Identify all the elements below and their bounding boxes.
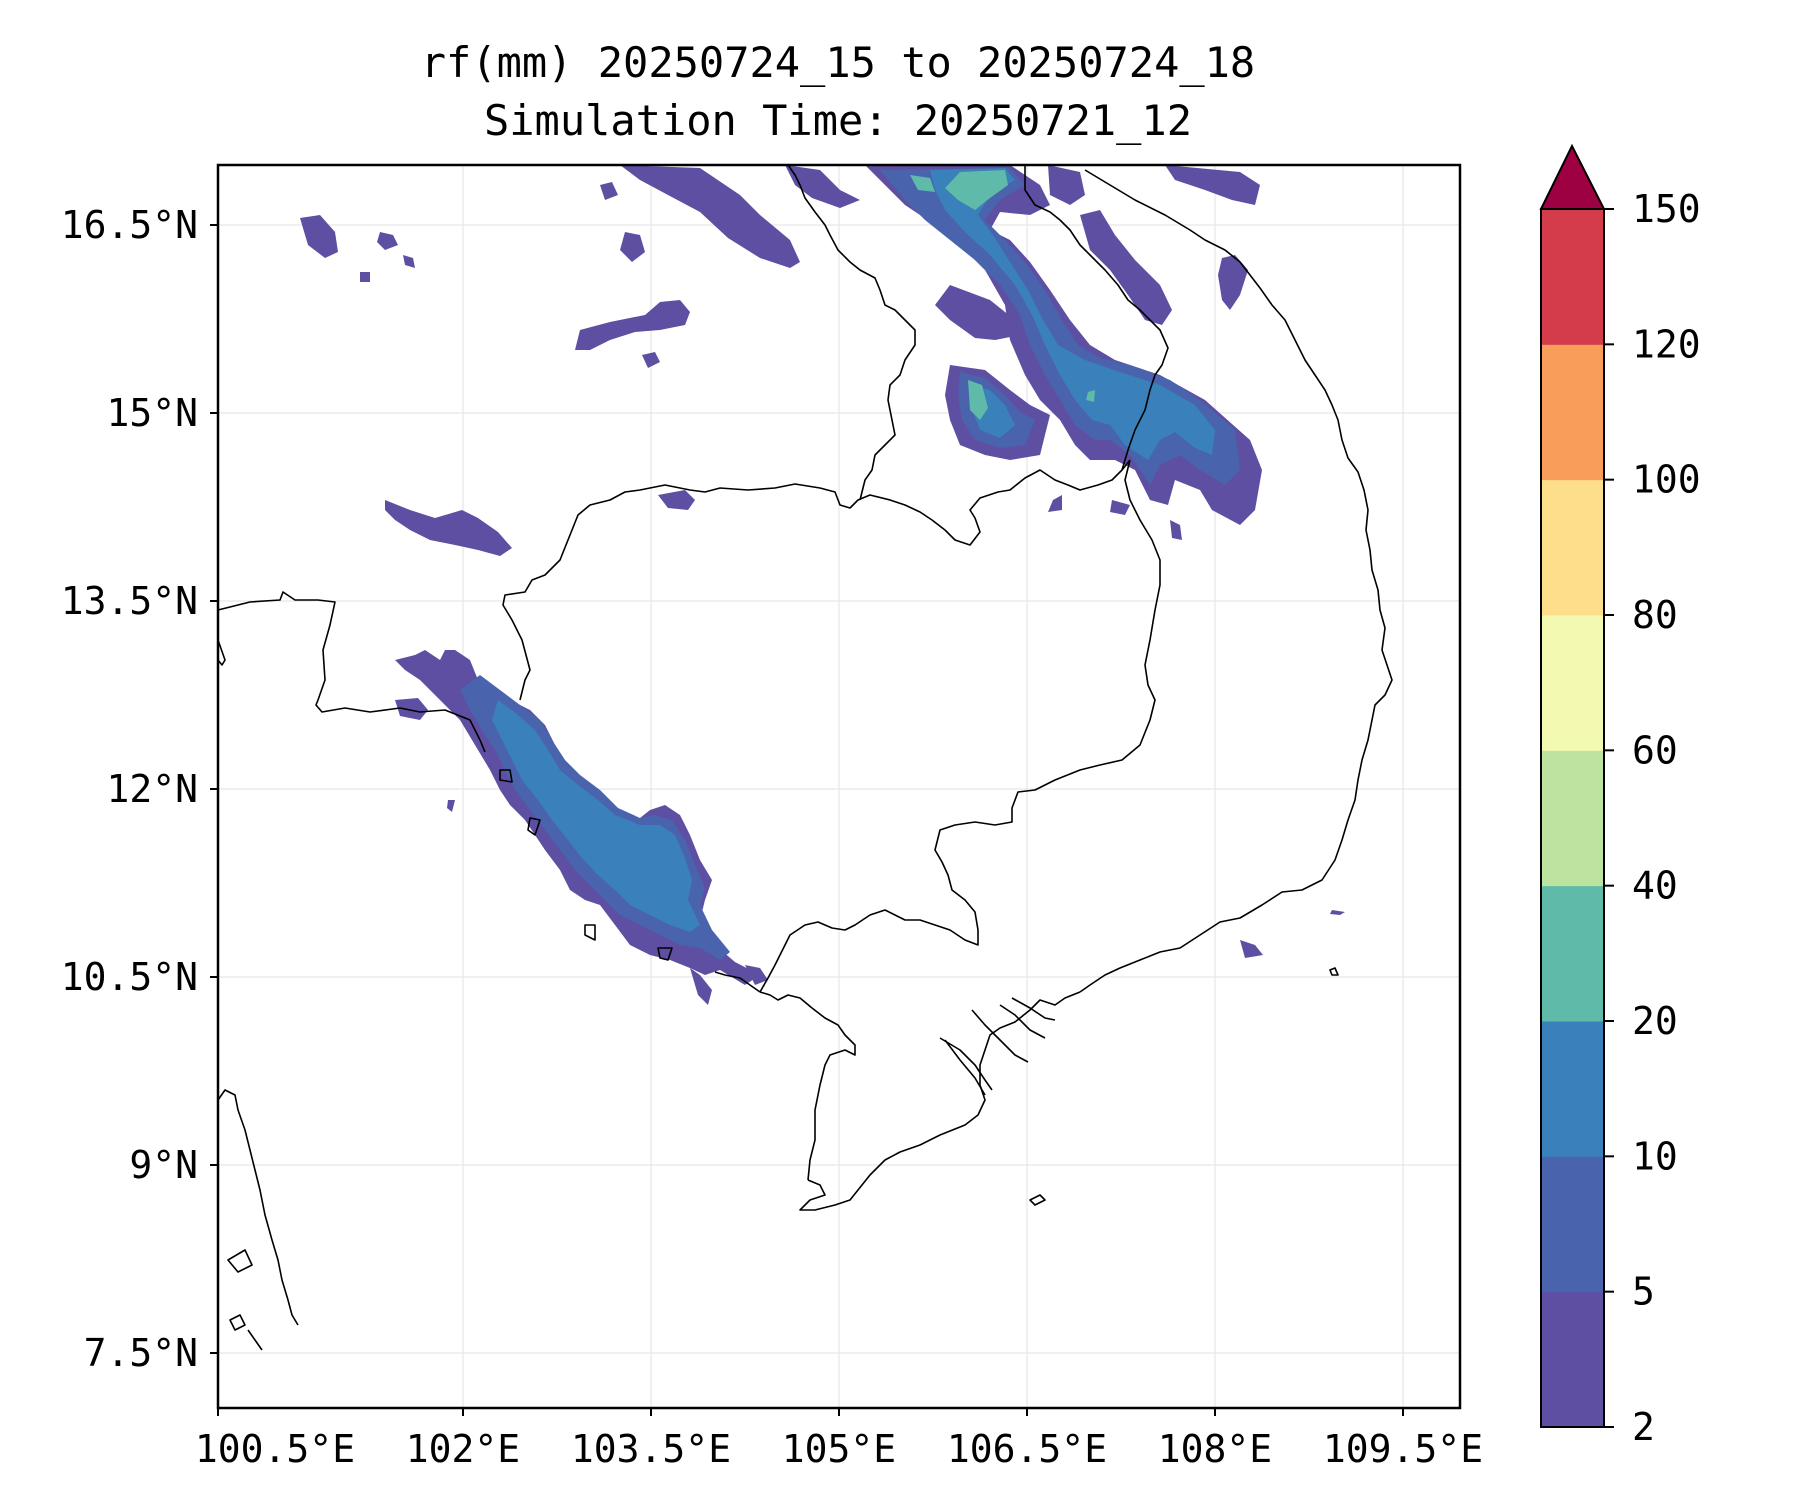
- colorbar-label: 80: [1632, 593, 1678, 637]
- colorbar-segments: [1541, 209, 1604, 1428]
- colorbar-label: 120: [1632, 322, 1701, 366]
- x-tick-label: 103.5°E: [571, 1427, 731, 1471]
- colorbar-segment: [1541, 885, 1604, 1022]
- map-title: rf(mm) 20250724_15 to 20250724_18: [421, 38, 1255, 87]
- y-tick-label: 12°N: [106, 767, 198, 811]
- colorbar-frame: [1540, 208, 1605, 1428]
- colorbar-label: 10: [1632, 1134, 1678, 1178]
- y-tick-label: 13.5°N: [61, 579, 198, 623]
- x-tick-label: 102°E: [406, 1427, 520, 1471]
- colorbar-label: 5: [1632, 1270, 1655, 1314]
- x-tick-label: 108°E: [1158, 1427, 1272, 1471]
- y-tick-label: 16.5°N: [61, 203, 198, 247]
- x-axis: 100.5°E 102°E 103.5°E 105°E 106.5°E 108°…: [195, 1408, 1483, 1471]
- x-tick-label: 100.5°E: [195, 1427, 355, 1471]
- gridlines: [218, 165, 1460, 1408]
- colorbar-segment: [1541, 1291, 1604, 1428]
- map-subtitle: Simulation Time: 20250721_12: [484, 96, 1192, 145]
- coastlines-borders: [217, 164, 1393, 1351]
- rainfall-20-40mm: [910, 170, 1095, 420]
- colorbar-label: 100: [1632, 458, 1701, 502]
- colorbar-label: 150: [1632, 187, 1701, 231]
- colorbar-label: 20: [1632, 999, 1678, 1043]
- colorbar-segment: [1541, 1021, 1604, 1157]
- y-axis: 16.5°N 15°N 13.5°N 12°N 10.5°N 9°N 7.5°N: [61, 203, 218, 1375]
- colorbar-segment: [1541, 479, 1604, 616]
- colorbar-segment: [1541, 1156, 1604, 1293]
- colorbar-label: 40: [1632, 864, 1678, 908]
- map-plot-area: [216, 163, 1462, 1410]
- colorbar-segment: [1541, 750, 1604, 887]
- y-tick-label: 15°N: [106, 391, 198, 435]
- x-tick-label: 105°E: [782, 1427, 896, 1471]
- colorbar-extend-arrow: [1539, 143, 1606, 210]
- colorbar-label: 60: [1632, 728, 1678, 772]
- y-tick-label: 10.5°N: [61, 955, 198, 999]
- colorbar-segment: [1541, 209, 1604, 345]
- y-tick-label: 9°N: [129, 1143, 198, 1187]
- colorbar: 2 5 10 20 40 60 80 100 120 150: [1539, 143, 1701, 1449]
- y-tick-label: 7.5°N: [84, 1331, 198, 1375]
- colorbar-label: 2: [1632, 1405, 1655, 1449]
- x-tick-label: 109.5°E: [1323, 1427, 1483, 1471]
- colorbar-segment: [1541, 344, 1604, 481]
- colorbar-segment: [1541, 615, 1604, 751]
- colorbar-labels: 2 5 10 20 40 60 80 100 120 150: [1604, 187, 1701, 1449]
- x-tick-label: 106.5°E: [947, 1427, 1107, 1471]
